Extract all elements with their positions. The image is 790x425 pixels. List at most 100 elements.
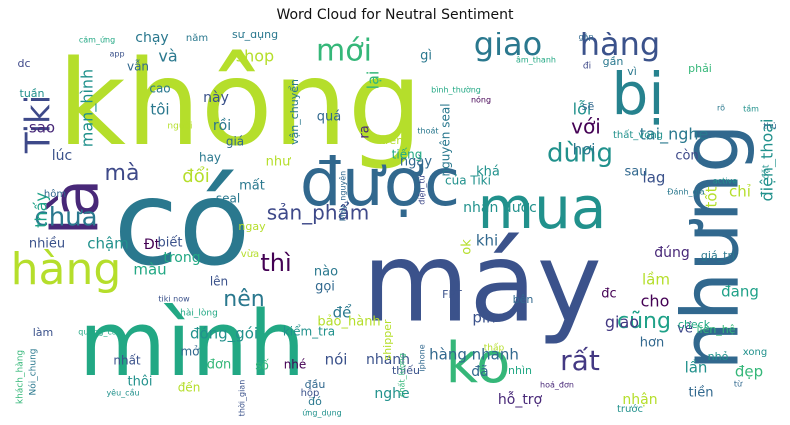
- cloud-word: dùng: [547, 139, 613, 169]
- cloud-word: iphone: [418, 344, 427, 371]
- cloud-word: xong: [743, 347, 767, 358]
- cloud-word: rất: [560, 344, 600, 377]
- cloud-word: với: [571, 115, 601, 139]
- cloud-word: hàng nhanh: [429, 346, 519, 364]
- cloud-word: giao: [605, 313, 639, 332]
- cloud-word: tầm: [743, 104, 759, 114]
- cloud-word: rồi: [213, 117, 231, 134]
- cloud-word: quảng_cáo: [78, 327, 122, 337]
- cloud-word: nhiều: [29, 237, 65, 252]
- cloud-word: nóng: [471, 95, 491, 105]
- cloud-word: máy: [362, 218, 602, 346]
- cloud-word: mua: [478, 174, 607, 242]
- cloud-word: ra: [358, 125, 373, 138]
- cloud-word: gọi: [315, 280, 335, 295]
- cloud-word: lỗi: [573, 100, 592, 119]
- cloud-word: cao: [149, 82, 170, 96]
- cloud-word: Đt: [144, 237, 161, 253]
- cloud-word: vận_chuyển: [288, 79, 301, 145]
- cloud-word: bảo_hành: [317, 315, 380, 330]
- cloud-word: đầu: [305, 378, 326, 391]
- cloud-word: tiki now: [158, 295, 190, 304]
- cloud-word: app: [109, 50, 124, 59]
- cloud-word: còn: [675, 149, 698, 164]
- cloud-word: vừa: [241, 248, 259, 260]
- cloud-word: phải: [688, 62, 712, 75]
- cloud-word: đến: [178, 381, 201, 395]
- cloud-word: nhận được: [463, 200, 537, 216]
- cloud-word: nào: [314, 265, 338, 280]
- cloud-word: thử: [763, 121, 776, 131]
- cloud-word: khi: [476, 232, 498, 250]
- cloud-word: có: [113, 154, 250, 292]
- cloud-word: và: [158, 47, 177, 66]
- cloud-word: FPT: [442, 288, 462, 301]
- cloud-word: chạy: [135, 32, 168, 46]
- cloud-word: kiểm_tra: [283, 325, 335, 339]
- cloud-word: hộp: [301, 387, 320, 399]
- cloud-word: chậm: [87, 235, 129, 253]
- cloud-word: Máy_nguyên: [338, 171, 348, 221]
- cloud-word: lại: [364, 71, 383, 90]
- cloud-word: trong: [163, 250, 200, 266]
- cloud-word: nhận: [622, 392, 657, 408]
- cloud-word: âm_thanh: [516, 56, 556, 65]
- cloud-word: bình_thường: [431, 85, 481, 95]
- cloud-word: chỉ: [729, 183, 751, 201]
- cloud-word: nhanh: [366, 352, 410, 368]
- cloud-word: hỗ_trợ: [498, 391, 543, 408]
- cloud-word: đặt: [762, 164, 772, 179]
- cloud-word: quá: [317, 110, 341, 125]
- cloud-word: ngay: [238, 220, 266, 233]
- cloud-word: hài_lòng: [180, 308, 218, 319]
- cloud-word: đc: [601, 287, 616, 302]
- cloud-word: lên: [210, 275, 228, 289]
- cloud-word: không: [57, 34, 422, 172]
- cloud-word: mà: [105, 161, 140, 186]
- cloud-word: giá_trị: [701, 249, 735, 262]
- cloud-word: từ: [734, 380, 743, 389]
- cloud-word: của Tiki: [445, 174, 491, 188]
- cloud-word: man_hình: [78, 69, 98, 147]
- cloud-word: là: [40, 179, 114, 236]
- cloud-word: dc: [17, 57, 30, 70]
- cloud-word: chất_lượng: [397, 353, 407, 397]
- cloud-word: active: [713, 177, 737, 186]
- cloud-word: Nói_chung: [28, 348, 39, 395]
- cloud-word: thấy: [32, 192, 51, 228]
- cloud-word: ứng_dụng: [302, 409, 342, 419]
- cloud-word: số: [255, 359, 269, 373]
- cloud-word: Đánh_giá: [667, 188, 705, 197]
- cloud-word: thiếu: [392, 364, 420, 377]
- cloud-word: nguyên seal: [439, 103, 453, 176]
- cloud-word: tốt: [703, 186, 721, 207]
- cloud-word: điện_tử: [417, 174, 427, 204]
- cloud-word: tiền: [689, 386, 714, 401]
- cloud-word: Tiki: [19, 95, 59, 154]
- cloud-word: hôm: [44, 188, 66, 200]
- cloud-word: mình: [79, 292, 306, 397]
- cloud-word: thời_gian: [237, 380, 247, 417]
- chart-title: Word Cloud for Neutral Sentiment: [276, 7, 514, 23]
- cloud-word: gì: [420, 49, 432, 64]
- cloud-word: seal: [216, 192, 240, 206]
- cloud-word: biết: [158, 236, 183, 251]
- cloud-word: check: [678, 318, 711, 331]
- cloud-word: tai_nghe: [640, 125, 709, 145]
- cloud-word: rõ: [717, 104, 725, 113]
- cloud-word: vì: [627, 65, 637, 78]
- cloud-word: nên: [223, 287, 264, 312]
- cloud-word: đóng_gói: [190, 325, 258, 344]
- cloud-word: người: [167, 121, 192, 132]
- cloud-word: đổi: [182, 166, 209, 187]
- cloud-word: cảm_ứng: [79, 35, 115, 45]
- cloud-word: ko: [446, 331, 511, 396]
- cloud-word: đó: [308, 395, 322, 408]
- cloud-word: sẽ: [582, 100, 595, 113]
- cloud-word: thì: [260, 249, 291, 277]
- cloud-word: điện_thoại: [758, 118, 777, 201]
- cloud-word: đúng: [654, 245, 690, 261]
- cloud-word: trước: [617, 403, 643, 415]
- cloud-word: vẫn: [127, 60, 149, 74]
